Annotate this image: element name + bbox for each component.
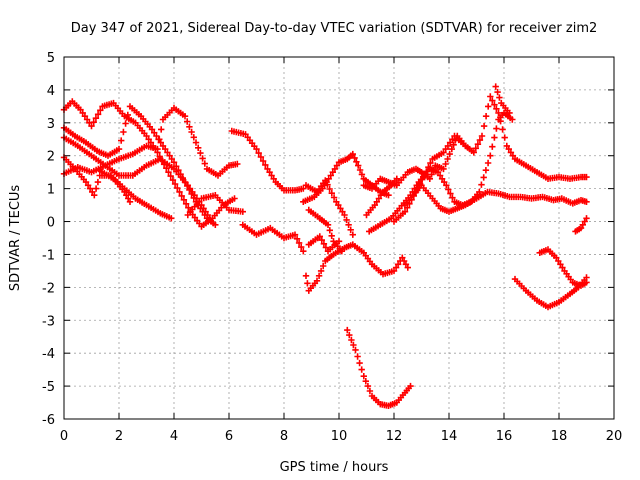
series-track-18	[366, 109, 516, 235]
x-tick-label: 12	[386, 429, 403, 444]
x-tick-label: 20	[606, 429, 623, 444]
series-track-16	[360, 93, 590, 192]
x-tick-label: 10	[331, 429, 348, 444]
series-track-6	[96, 167, 134, 205]
y-tick-label: 0	[47, 216, 55, 231]
x-tick-labels: 0 2 4 6 8 10 12 14 16 18 20	[60, 429, 622, 444]
x-tick-label: 4	[170, 429, 178, 444]
data-marker-path	[366, 109, 516, 235]
data-marker-path	[492, 83, 513, 117]
grid-lines	[64, 57, 614, 419]
series-track-11	[300, 150, 392, 205]
y-tick-label: 2	[47, 150, 55, 165]
x-tick-label: 14	[441, 429, 458, 444]
data-marker-path	[572, 215, 590, 235]
y-tick-label: -5	[42, 380, 55, 395]
y-tick-label: -2	[42, 281, 55, 296]
series-track-14	[305, 233, 343, 255]
data-marker-path	[536, 246, 590, 289]
y-tick-label: 5	[47, 51, 55, 66]
data-marker-path	[302, 177, 356, 238]
y-tick-label: -3	[42, 314, 55, 329]
chart-title: Day 347 of 2021, Sidereal Day-to-day VTE…	[71, 21, 598, 36]
data-marker-path	[305, 233, 343, 255]
series-track-21	[492, 83, 513, 117]
data-marker-path	[228, 127, 307, 194]
x-tick-label: 0	[60, 429, 68, 444]
data-marker-path	[239, 221, 307, 255]
y-tick-label: -6	[42, 413, 55, 428]
data-marker-path	[96, 167, 134, 205]
series-track-7	[184, 192, 246, 219]
series-track-15	[344, 326, 414, 409]
data-marker-path	[401, 182, 590, 215]
series-track-12	[302, 177, 356, 238]
series-track-8	[228, 127, 307, 194]
x-tick-label: 16	[496, 429, 513, 444]
data-marker-path	[511, 274, 590, 311]
series-track-24	[572, 215, 590, 235]
x-tick-label: 18	[551, 429, 568, 444]
y-tick-label: 3	[47, 117, 55, 132]
data-marker-path	[302, 241, 411, 294]
x-tick-label: 2	[115, 429, 123, 444]
y-tick-label: -1	[42, 248, 55, 263]
series-track-19	[401, 182, 590, 215]
series-track-23	[536, 246, 590, 289]
series-track-22	[511, 274, 590, 311]
x-tick-label: 8	[280, 429, 288, 444]
plot-area	[60, 83, 590, 409]
y-tick-label: 4	[47, 84, 55, 99]
x-tick-label: 6	[225, 429, 233, 444]
data-marker-path	[300, 150, 392, 205]
x-axis-label: GPS time / hours	[280, 460, 389, 475]
series-track-17	[363, 175, 400, 219]
plot-border	[63, 56, 615, 420]
y-tick-label: 1	[47, 183, 55, 198]
data-marker-path	[363, 175, 400, 219]
series-track-20	[390, 132, 469, 225]
y-tick-labels: -6 -5 -4 -3 -2 -1 0 1 2 3 4 5	[42, 51, 55, 428]
data-marker-path	[360, 93, 590, 192]
series-track-9	[239, 221, 307, 255]
data-marker-path	[390, 132, 469, 225]
y-axis-label: SDTVAR / TECUs	[8, 185, 23, 292]
series-track-10	[302, 241, 411, 294]
data-marker-path	[184, 192, 246, 219]
data-marker-path	[344, 326, 414, 409]
y-tick-label: -4	[42, 347, 55, 362]
